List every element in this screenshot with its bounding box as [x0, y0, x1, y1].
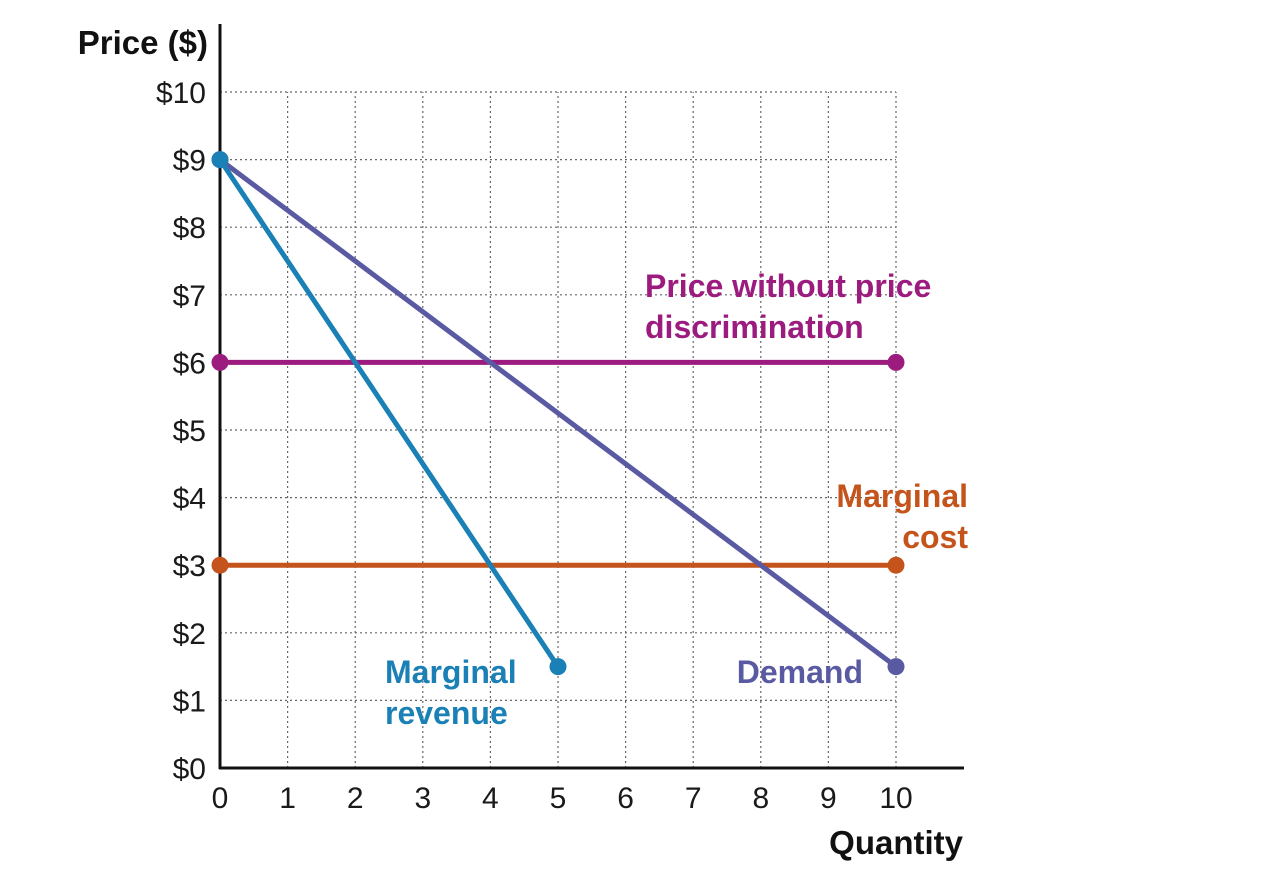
marginal-cost-point-1: [887, 556, 905, 574]
y-tick-label-5: $5: [173, 415, 206, 448]
marginal-revenue-point-1: [549, 658, 567, 676]
marginal-revenue-label-line-0: Marginal: [385, 654, 517, 690]
x-tick-label-1: 1: [279, 782, 296, 815]
x-tick-label-3: 3: [414, 782, 431, 815]
series-lines: [211, 151, 905, 676]
marginal-revenue-label-line-1: revenue: [385, 695, 508, 731]
x-tick-label-0: 0: [212, 782, 229, 815]
y-tick-label-4: $4: [173, 483, 206, 516]
marginal-revenue-point-0: [211, 151, 229, 169]
y-tick-label-7: $7: [173, 280, 206, 313]
demand-label-line-0: Demand: [737, 654, 863, 690]
y-tick-label-0: $0: [173, 753, 206, 786]
y-tick-label-8: $8: [173, 212, 206, 245]
x-tick-label-2: 2: [347, 782, 364, 815]
marginal-cost-label-line-1: cost: [902, 519, 968, 555]
labels: Price without price discrimination Margina…: [385, 268, 968, 731]
price-without-discrimination-point-0: [211, 353, 229, 371]
x-tick-label-9: 9: [820, 782, 837, 815]
x-tick-label-5: 5: [550, 782, 567, 815]
y-tick-label-1: $1: [173, 685, 206, 718]
demand-point-1: [887, 658, 905, 676]
y-tick-label-10: $10: [156, 77, 206, 110]
marginal-revenue-line: [217, 157, 561, 670]
marginal-cost-label-line-0: Marginal: [836, 478, 968, 514]
x-tick-label-8: 8: [752, 782, 769, 815]
axes: 0 1 2 3 4 5 6 7 8 9 10 $0 $1 $2 $3 $4 $5 $6 $7 $8 $9 $10 Price…: [78, 24, 964, 861]
x-tick-label-4: 4: [482, 782, 499, 815]
x-tick-label-6: 6: [617, 782, 634, 815]
price-without-discrimination-label: Price without price discrimination: [645, 268, 931, 345]
demand-line: [217, 157, 899, 670]
x-axis-title: Quantity: [829, 824, 963, 861]
marginal-revenue-label: Marginal revenue: [385, 654, 517, 731]
y-axis-title: Price ($): [78, 24, 208, 61]
y-tick-label-6: $6: [173, 347, 206, 380]
x-tick-label-10: 10: [879, 782, 912, 815]
demand-label: Demand: [737, 654, 863, 690]
x-tick-label-7: 7: [685, 782, 702, 815]
y-tick-label-2: $2: [173, 618, 206, 651]
price-without-discrimination-point-1: [887, 353, 905, 371]
price-without-discrimination-label-line-0: Price without price: [645, 268, 931, 304]
marginal-cost-point-0: [211, 556, 229, 574]
y-tick-label-3: $3: [173, 550, 206, 583]
marginal-cost-label: Marginal cost: [836, 478, 968, 555]
price-without-discrimination-label-line-1: discrimination: [645, 309, 864, 345]
y-tick-label-9: $9: [173, 145, 206, 178]
